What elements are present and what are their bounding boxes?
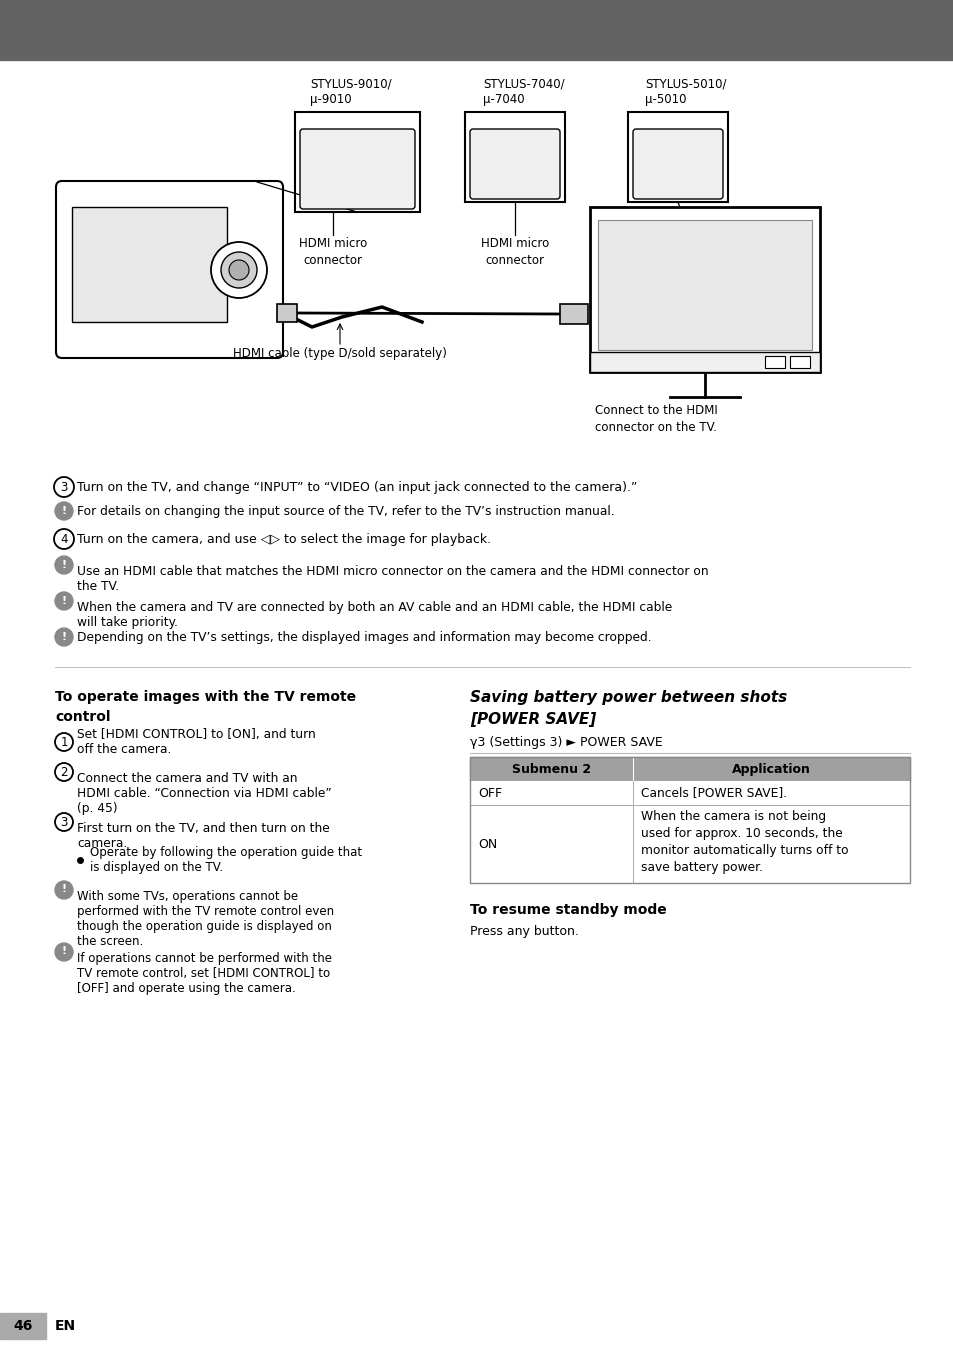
Bar (589, 208, 820, 372)
Circle shape (55, 502, 73, 520)
Circle shape (54, 478, 74, 497)
Bar (589, 351, 820, 372)
Text: !: ! (61, 559, 67, 570)
Text: Operate by following the operation guide that
is displayed on the TV.: Operate by following the operation guide… (90, 845, 362, 874)
Bar (627, 113, 727, 202)
Text: STYLUS-5010/
μ-5010: STYLUS-5010/ μ-5010 (644, 77, 726, 106)
Bar (559, 304, 587, 324)
Text: If operations cannot be performed with the
TV remote control, set [HDMI CONTROL]: If operations cannot be performed with t… (77, 953, 332, 995)
Bar (0, 1314, 46, 1339)
FancyBboxPatch shape (56, 180, 283, 358)
Text: To resume standby mode: To resume standby mode (470, 902, 666, 917)
Text: 4: 4 (60, 532, 68, 546)
Circle shape (211, 242, 267, 299)
Text: Turn on the TV, and change “INPUT” to “VIDEO (an input jack connected to the cam: Turn on the TV, and change “INPUT” to “V… (77, 480, 637, 494)
Text: Connect to the HDMI
connector on the TV.: Connect to the HDMI connector on the TV. (595, 404, 717, 434)
Circle shape (55, 733, 73, 750)
Text: !: ! (61, 631, 67, 642)
Bar (0, 0, 953, 60)
Text: !: ! (61, 885, 67, 894)
Text: Connect the camera and TV with an
HDMI cable. “Connection via HDMI cable”
(p. 45: Connect the camera and TV with an HDMI c… (77, 772, 332, 816)
Text: Turn on the camera, and use ◁▷ to select the image for playback.: Turn on the camera, and use ◁▷ to select… (77, 532, 491, 546)
Text: Saving battery power between shots: Saving battery power between shots (470, 689, 786, 706)
Text: [POWER SAVE]: [POWER SAVE] (470, 712, 596, 727)
Text: STYLUS-7040/
μ-7040: STYLUS-7040/ μ-7040 (482, 77, 564, 106)
Text: Set [HDMI CONTROL] to [ON], and turn
off the camera.: Set [HDMI CONTROL] to [ON], and turn off… (77, 727, 315, 756)
Text: 1: 1 (60, 735, 68, 749)
Bar (294, 113, 419, 212)
Bar (71, 208, 227, 322)
Text: Depending on the TV’s settings, the displayed images and information may become : Depending on the TV’s settings, the disp… (77, 631, 651, 643)
Circle shape (55, 592, 73, 611)
Text: 3: 3 (60, 816, 68, 829)
Bar (470, 757, 909, 782)
Text: For details on changing the input source of the TV, refer to the TV’s instructio: For details on changing the input source… (77, 505, 614, 517)
Text: When the camera and TV are connected by both an AV cable and an HDMI cable, the : When the camera and TV are connected by … (77, 601, 672, 630)
Text: control: control (55, 710, 111, 725)
Text: When the camera is not being
used for approx. 10 seconds, the
monitor automatica: When the camera is not being used for ap… (640, 810, 847, 874)
Bar (470, 782, 909, 805)
Text: OFF: OFF (477, 787, 501, 799)
Circle shape (221, 252, 256, 288)
FancyBboxPatch shape (299, 129, 415, 209)
Text: Submenu 2: Submenu 2 (512, 763, 590, 775)
FancyBboxPatch shape (470, 129, 559, 199)
Circle shape (54, 529, 74, 550)
Text: !: ! (61, 506, 67, 516)
Text: !: ! (61, 946, 67, 957)
Circle shape (55, 556, 73, 574)
Text: 3: 3 (60, 480, 68, 494)
Text: With some TVs, operations cannot be
performed with the TV remote control even
th: With some TVs, operations cannot be perf… (77, 890, 334, 949)
Text: Application: Application (731, 763, 810, 775)
Bar (764, 356, 784, 368)
Text: First turn on the TV, and then turn on the
camera.: First turn on the TV, and then turn on t… (77, 822, 330, 849)
Bar (789, 356, 809, 368)
Text: STYLUS-9010/
μ-9010: STYLUS-9010/ μ-9010 (310, 77, 392, 106)
Text: γ3 (Settings 3) ► POWER SAVE: γ3 (Settings 3) ► POWER SAVE (470, 735, 662, 749)
Text: ON: ON (477, 837, 497, 851)
Circle shape (55, 763, 73, 782)
Text: Press any button.: Press any button. (470, 925, 578, 938)
Text: Cancels [POWER SAVE].: Cancels [POWER SAVE]. (640, 787, 786, 799)
Text: !: ! (61, 596, 67, 605)
Circle shape (55, 881, 73, 898)
Bar (276, 304, 296, 322)
Text: HDMI micro
connector: HDMI micro connector (655, 237, 723, 267)
Text: 2: 2 (60, 765, 68, 779)
Text: HDMI micro
connector: HDMI micro connector (298, 237, 367, 267)
Circle shape (55, 943, 73, 961)
Text: EN: EN (55, 1319, 76, 1333)
Bar (470, 805, 909, 883)
Text: Use an HDMI cable that matches the HDMI micro connector on the camera and the HD: Use an HDMI cable that matches the HDMI … (77, 565, 708, 593)
Bar (598, 220, 811, 350)
Circle shape (55, 813, 73, 830)
Circle shape (55, 628, 73, 646)
Circle shape (229, 261, 249, 280)
FancyBboxPatch shape (633, 129, 722, 199)
Text: HDMI micro
connector: HDMI micro connector (480, 237, 549, 267)
Bar (470, 757, 909, 883)
Bar (464, 113, 564, 202)
Text: 46: 46 (13, 1319, 32, 1333)
Text: To operate images with the TV remote: To operate images with the TV remote (55, 689, 355, 704)
Text: HDMI cable (type D/sold separately): HDMI cable (type D/sold separately) (233, 347, 446, 360)
